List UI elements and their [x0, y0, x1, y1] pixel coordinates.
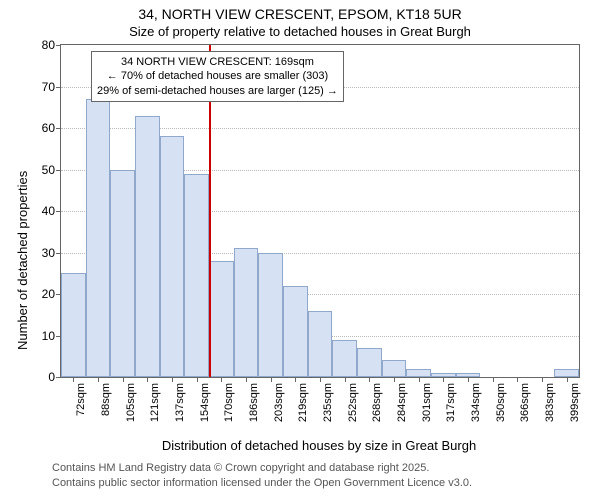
y-tick-label: 50 — [42, 163, 61, 177]
x-tick — [221, 377, 222, 382]
x-tick — [98, 377, 99, 382]
chart-footer: Contains HM Land Registry data © Crown c… — [52, 461, 472, 490]
histogram-bar — [258, 253, 283, 378]
y-axis-title: Number of detached properties — [15, 171, 30, 350]
histogram-bar — [308, 311, 333, 377]
x-tick-label: 366sqm — [519, 383, 531, 422]
chart-title-block: 34, NORTH VIEW CRESCENT, EPSOM, KT18 5UR… — [0, 0, 600, 39]
x-tick — [567, 377, 568, 382]
histogram-bar — [554, 369, 579, 377]
chart-container: 34, NORTH VIEW CRESCENT, EPSOM, KT18 5UR… — [0, 0, 600, 500]
x-tick — [73, 377, 74, 382]
x-tick-label: 284sqm — [396, 383, 408, 422]
histogram-bar — [110, 170, 135, 378]
x-tick-label: 301sqm — [421, 383, 433, 422]
y-tick-label: 70 — [42, 80, 61, 94]
x-tick-label: 350sqm — [495, 383, 507, 422]
footer-line2: Contains public sector information licen… — [52, 476, 472, 490]
histogram-bar — [61, 273, 86, 377]
histogram-bar — [135, 116, 160, 377]
annotation-line: ← 70% of detached houses are smaller (30… — [97, 69, 338, 83]
histogram-bar — [160, 136, 185, 377]
x-tick-label: 137sqm — [174, 383, 186, 422]
x-tick — [345, 377, 346, 382]
histogram-bar — [382, 360, 407, 377]
footer-line1: Contains HM Land Registry data © Crown c… — [52, 461, 472, 475]
x-tick-label: 383sqm — [544, 383, 556, 422]
x-tick — [542, 377, 543, 382]
x-tick-label: 186sqm — [248, 383, 260, 422]
x-tick-label: 252sqm — [347, 383, 359, 422]
plot-area: 0102030405060708072sqm88sqm105sqm121sqm1… — [60, 44, 580, 378]
x-tick — [443, 377, 444, 382]
y-tick-label: 30 — [42, 246, 61, 260]
x-tick-label: 105sqm — [125, 383, 137, 422]
x-tick-label: 334sqm — [470, 383, 482, 422]
x-tick-label: 88sqm — [100, 383, 112, 416]
x-tick — [468, 377, 469, 382]
x-tick-label: 154sqm — [199, 383, 211, 422]
chart-title: 34, NORTH VIEW CRESCENT, EPSOM, KT18 5UR — [0, 6, 600, 22]
histogram-bar — [184, 174, 209, 377]
histogram-bar — [234, 248, 259, 377]
x-tick — [271, 377, 272, 382]
x-tick-label: 203sqm — [273, 383, 285, 422]
histogram-bar — [283, 286, 308, 377]
annotation-line: 29% of semi-detached houses are larger (… — [97, 84, 338, 98]
x-tick-label: 399sqm — [569, 383, 581, 422]
y-tick-label: 80 — [42, 38, 61, 52]
chart-subtitle: Size of property relative to detached ho… — [0, 24, 600, 39]
x-tick-label: 170sqm — [223, 383, 235, 422]
x-tick-label: 72sqm — [75, 383, 87, 416]
x-tick — [197, 377, 198, 382]
histogram-bar — [86, 99, 111, 377]
x-tick — [320, 377, 321, 382]
x-tick — [517, 377, 518, 382]
x-tick-label: 317sqm — [445, 383, 457, 422]
y-tick-label: 10 — [42, 329, 61, 343]
x-tick — [147, 377, 148, 382]
x-tick — [493, 377, 494, 382]
x-tick-label: 121sqm — [149, 383, 161, 422]
x-tick — [369, 377, 370, 382]
x-tick-label: 219sqm — [297, 383, 309, 422]
y-tick-label: 40 — [42, 204, 61, 218]
x-tick — [295, 377, 296, 382]
y-tick-label: 0 — [48, 370, 61, 384]
histogram-bar — [332, 340, 357, 377]
x-axis-title: Distribution of detached houses by size … — [60, 438, 578, 453]
histogram-bar — [209, 261, 234, 377]
x-tick — [123, 377, 124, 382]
histogram-bar — [406, 369, 431, 377]
x-tick — [394, 377, 395, 382]
annotation-box: 34 NORTH VIEW CRESCENT: 169sqm← 70% of d… — [91, 51, 344, 102]
x-tick — [246, 377, 247, 382]
x-tick-label: 235sqm — [322, 383, 334, 422]
x-tick-label: 268sqm — [371, 383, 383, 422]
x-tick — [419, 377, 420, 382]
y-tick-label: 20 — [42, 287, 61, 301]
x-tick — [172, 377, 173, 382]
histogram-bar — [357, 348, 382, 377]
y-tick-label: 60 — [42, 121, 61, 135]
annotation-line: 34 NORTH VIEW CRESCENT: 169sqm — [97, 55, 338, 69]
